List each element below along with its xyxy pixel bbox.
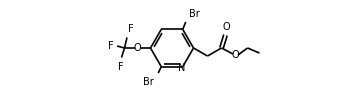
Text: O: O [223,21,230,31]
Text: Br: Br [144,77,154,87]
Text: F: F [128,24,134,34]
Text: O: O [134,43,141,53]
Text: Br: Br [189,9,199,19]
Text: F: F [118,62,123,72]
Text: N: N [178,63,185,73]
Text: F: F [108,41,113,51]
Text: O: O [232,50,239,60]
